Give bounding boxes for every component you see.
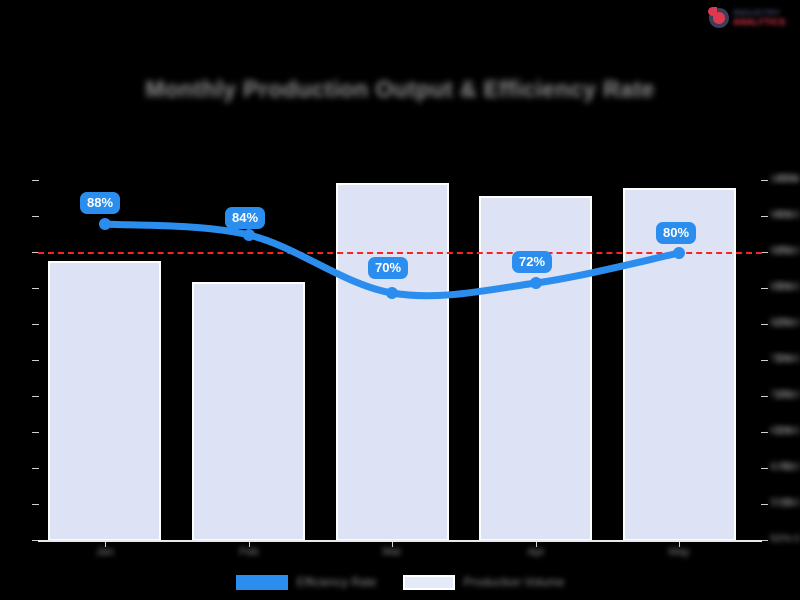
- y-axis-left-tick: [32, 252, 39, 253]
- x-axis-tick: [105, 540, 106, 547]
- y-axis-right-tick: [761, 360, 768, 361]
- y-axis-left-label: 4500: [775, 173, 800, 185]
- y-axis-left-label: 1500: [775, 389, 800, 401]
- x-axis-label: Feb: [239, 546, 259, 558]
- y-axis-left-tick: [32, 288, 39, 289]
- y-axis-left-label: 500: [781, 461, 800, 473]
- circle-burst-icon: [708, 7, 730, 29]
- y-axis-left-tick: [32, 540, 39, 541]
- y-axis-left-tick: [32, 324, 39, 325]
- y-axis-left-label: 4000: [775, 209, 800, 221]
- x-axis-tick: [392, 540, 393, 547]
- data-label-1: 88%: [80, 192, 121, 214]
- y-axis-right-tick: [761, 396, 768, 397]
- y-axis-left-label: 1000: [775, 425, 800, 437]
- legend-label-bar: Production Volume: [463, 575, 565, 589]
- y-axis-left-label: 2000: [775, 353, 800, 365]
- line-marker-2: [243, 229, 255, 241]
- line-marker-1: [99, 218, 111, 230]
- y-axis-right-label: 50%: [770, 533, 793, 545]
- legend-swatch-line: [235, 574, 288, 590]
- y-axis-right-label: 80%: [770, 317, 793, 329]
- y-axis-left-tick: [32, 216, 39, 217]
- y-axis-left-tick: [32, 432, 39, 433]
- y-axis-right-tick: [761, 468, 768, 469]
- data-label-3: 70%: [368, 257, 409, 279]
- logo-line-2: ANALYTICS: [733, 17, 786, 27]
- logo-wordmark: INDUSTRY ANALYTICS: [733, 7, 786, 27]
- y-axis-right-tick: [761, 324, 768, 325]
- bar-2: [192, 282, 305, 541]
- y-axis-right-label: 75%: [770, 353, 793, 365]
- logo-line-1: INDUSTRY: [733, 7, 781, 18]
- y-axis-left-label: 0: [793, 533, 800, 545]
- bar-3: [336, 183, 449, 541]
- y-axis-right-label: 55%: [770, 497, 793, 509]
- data-label-4: 72%: [512, 251, 553, 273]
- x-axis-label: Jan: [96, 546, 114, 558]
- x-axis-label: May: [668, 546, 690, 558]
- x-axis-tick: [536, 540, 537, 547]
- x-axis-tick: [679, 540, 680, 547]
- y-axis-right-label: 95%: [770, 209, 793, 221]
- y-axis-right-tick: [761, 432, 768, 433]
- x-axis-label: Apr: [527, 546, 545, 558]
- y-axis-left-tick: [32, 504, 39, 505]
- y-axis-right-tick: [761, 288, 768, 289]
- y-axis-right-label: 65%: [770, 425, 793, 437]
- y-axis-left-tick: [32, 360, 39, 361]
- y-axis-right-tick: [761, 216, 768, 217]
- y-axis-right-label: 60%: [770, 461, 793, 473]
- legend-item-line[interactable]: Efficiency Rate: [235, 574, 377, 590]
- y-axis-right-label: 70%: [770, 389, 793, 401]
- y-axis-left-tick: [32, 468, 39, 469]
- y-axis-left-label: 3500: [775, 245, 800, 257]
- bar-1: [48, 261, 161, 541]
- bar-4: [479, 196, 592, 541]
- x-axis-label: Mar: [382, 546, 402, 558]
- y-axis-right-label: 85%: [770, 281, 793, 293]
- y-axis-left-tick: [32, 180, 39, 181]
- brand-logo: INDUSTRY ANALYTICS: [708, 4, 796, 32]
- y-axis-left-label: 3000: [775, 281, 800, 293]
- data-label-5: 80%: [656, 222, 697, 244]
- y-axis-right-tick: [761, 252, 768, 253]
- data-label-2: 84%: [225, 207, 266, 229]
- legend-label-line: Efficiency Rate: [296, 575, 377, 589]
- y-axis-right-tick: [761, 180, 768, 181]
- legend-swatch-bar: [402, 574, 455, 590]
- chart-title-text: Monthly Production Output & Efficiency R…: [145, 76, 655, 102]
- y-axis-left-label: 2500: [775, 317, 800, 329]
- legend-item-bar[interactable]: Production Volume: [377, 574, 565, 590]
- y-axis-right-tick: [761, 540, 768, 541]
- chart-legend: Efficiency Rate Production Volume: [212, 572, 588, 592]
- y-axis-left-tick: [32, 396, 39, 397]
- x-axis-tick: [249, 540, 250, 547]
- y-axis-left-label: 250: [781, 497, 800, 509]
- x-axis-line: [38, 540, 762, 542]
- chart-title: Monthly Production Output & Efficiency R…: [0, 76, 800, 103]
- threshold-line: [38, 252, 762, 254]
- y-axis-right-label: 90%: [770, 245, 793, 257]
- y-axis-right-label: 100%: [770, 173, 799, 185]
- y-axis-right-tick: [761, 504, 768, 505]
